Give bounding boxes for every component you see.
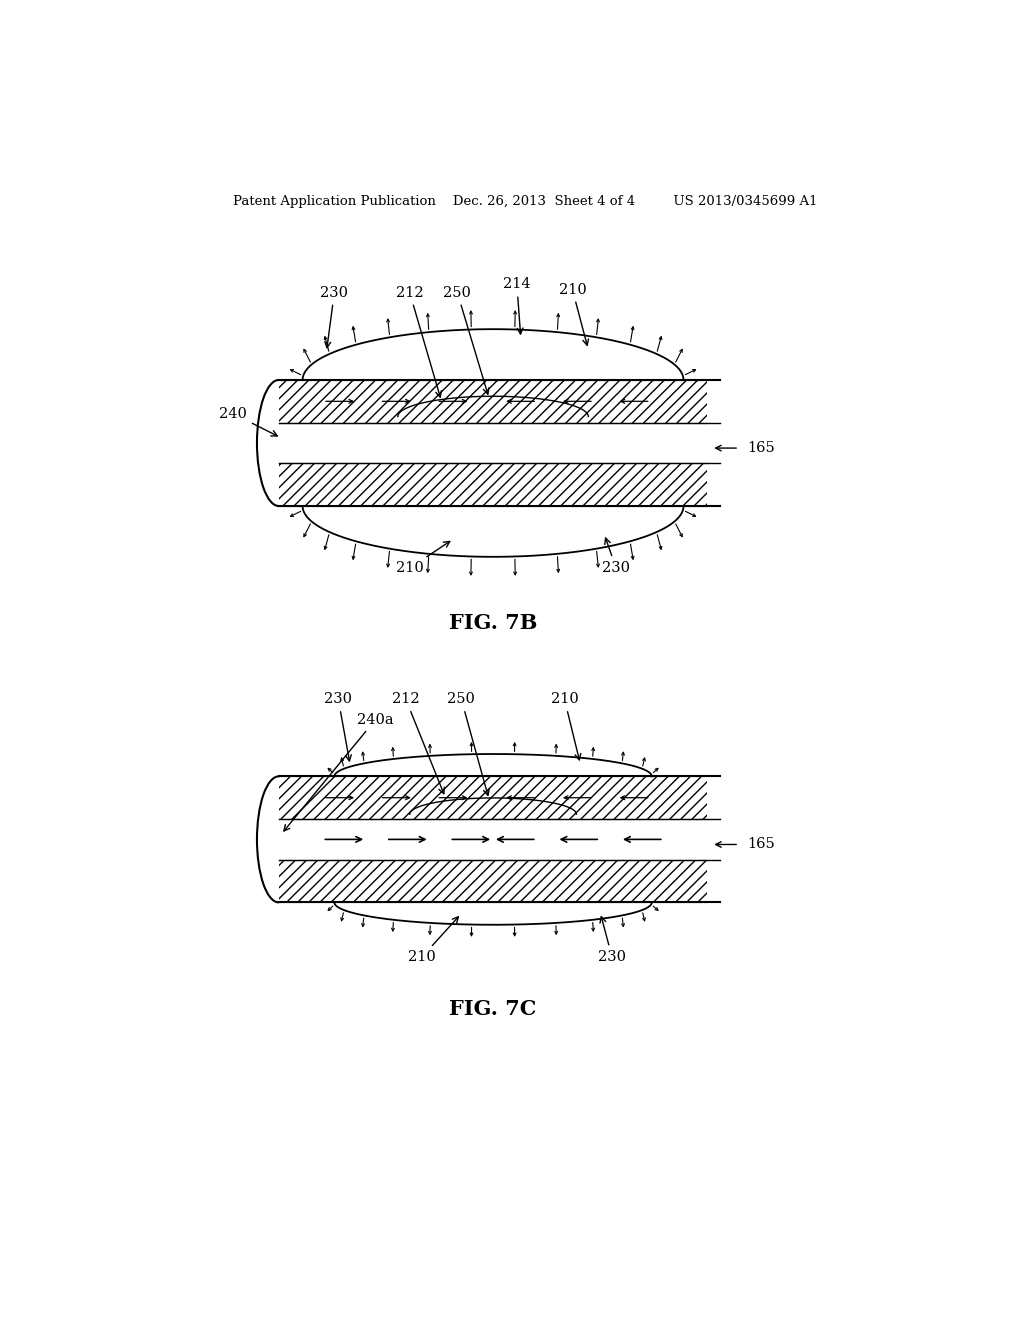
Text: 165: 165 <box>748 441 775 455</box>
Text: 250: 250 <box>447 692 489 796</box>
Text: FIG. 7C: FIG. 7C <box>450 999 537 1019</box>
Text: 212: 212 <box>396 285 441 397</box>
Text: 210: 210 <box>551 692 581 760</box>
Bar <box>265 422 721 463</box>
Bar <box>279 463 708 506</box>
Text: 230: 230 <box>602 539 630 576</box>
Bar <box>279 859 708 903</box>
Text: 165: 165 <box>748 837 775 851</box>
Bar <box>279 380 708 422</box>
Text: 212: 212 <box>392 692 444 793</box>
Text: 210: 210 <box>408 917 459 965</box>
Text: 230: 230 <box>321 285 348 347</box>
Text: 230: 230 <box>598 916 626 965</box>
Text: Patent Application Publication    Dec. 26, 2013  Sheet 4 of 4         US 2013/03: Patent Application Publication Dec. 26, … <box>232 194 817 207</box>
Bar <box>265 818 721 859</box>
Bar <box>279 776 708 818</box>
Text: 250: 250 <box>443 285 488 395</box>
Text: 210: 210 <box>396 541 450 576</box>
Text: 230: 230 <box>325 692 352 760</box>
Text: FIG. 7B: FIG. 7B <box>449 612 538 632</box>
Text: 240a: 240a <box>284 713 394 832</box>
Text: 214: 214 <box>503 277 530 334</box>
Text: 240: 240 <box>219 407 278 436</box>
Text: 210: 210 <box>558 282 589 346</box>
